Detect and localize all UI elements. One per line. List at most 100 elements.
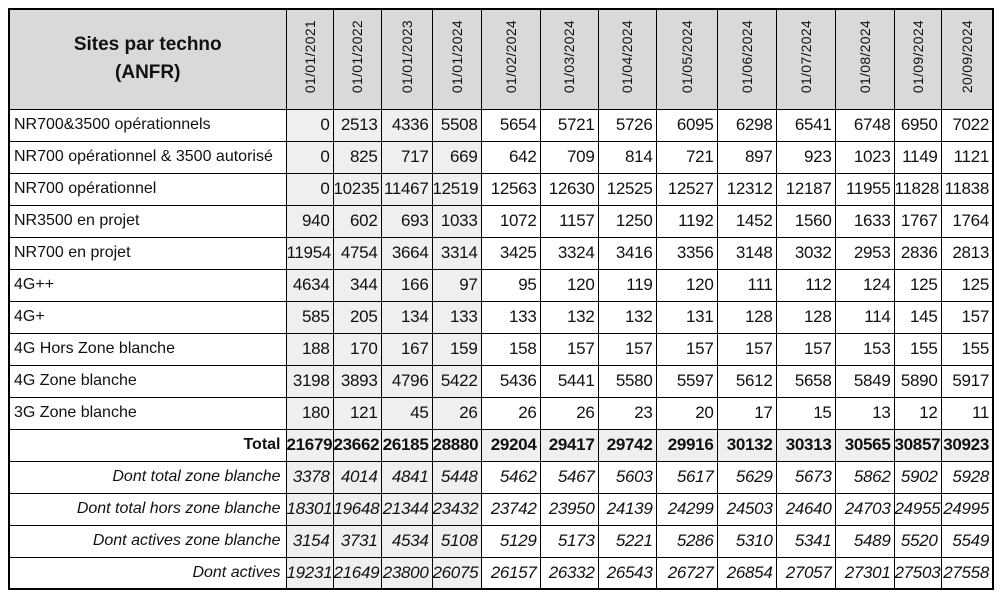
data-cell: 27558	[940, 556, 994, 590]
data-cell: 4796	[380, 364, 433, 398]
data-cell: 4754	[332, 236, 382, 270]
data-cell: 1560	[775, 204, 836, 238]
data-cell: 18301	[285, 492, 334, 526]
data-cell: 923	[775, 140, 836, 174]
data-cell: 5928	[940, 460, 994, 494]
data-cell: 5508	[431, 108, 482, 142]
data-cell: 2953	[834, 236, 895, 270]
data-cell: 0	[285, 140, 334, 174]
data-cell: 5917	[940, 364, 994, 398]
data-cell: 157	[597, 332, 657, 366]
table-row: NR700 opérationnel & 3500 autorisé 0 825 71…	[8, 140, 994, 174]
data-cell: 170	[332, 332, 382, 366]
data-cell: 159	[431, 332, 482, 366]
row-label: Dont actives	[8, 556, 287, 590]
data-cell: 12519	[431, 172, 482, 206]
sites-par-techno-table: Sites par techno (ANFR) 01/01/2021 01/01/…	[8, 8, 994, 590]
data-cell: 114	[834, 300, 895, 334]
data-cell: 721	[655, 140, 718, 174]
data-cell: 5549	[940, 524, 994, 558]
column-header-label: 01/01/2024	[448, 20, 465, 94]
data-cell: 11467	[380, 172, 433, 206]
data-cell: 27057	[775, 556, 836, 590]
data-cell: 2513	[332, 108, 382, 142]
data-cell: 133	[431, 300, 482, 334]
data-cell: 5580	[597, 364, 657, 398]
data-cell: 24995	[940, 492, 994, 526]
data-cell: 814	[597, 140, 657, 174]
column-header-01-08-2024: 01/08/2024	[834, 8, 895, 110]
data-cell: 11	[940, 396, 994, 430]
data-cell: 30132	[716, 428, 777, 462]
data-cell: 940	[285, 204, 334, 238]
row-label: Total	[8, 428, 287, 462]
data-cell: 6748	[834, 108, 895, 142]
data-cell: 11954	[285, 236, 334, 270]
data-cell: 19231	[285, 556, 334, 590]
column-header-label: 01/01/2022	[349, 20, 365, 94]
data-cell: 26	[480, 396, 541, 430]
row-label: NR3500 en projet	[8, 204, 287, 238]
data-cell: 5721	[539, 108, 599, 142]
row-label: 4G Zone blanche	[8, 364, 287, 398]
data-cell: 3148	[716, 236, 777, 270]
data-cell: 5286	[655, 524, 718, 558]
data-cell: 132	[597, 300, 657, 334]
data-cell: 5462	[480, 460, 541, 494]
table-row: 4G++ 4634 344 166 97 95 120 119 120 111 112 124 125 1…	[8, 268, 994, 302]
data-cell: 12563	[480, 172, 541, 206]
table-title-cell: Sites par techno (ANFR)	[8, 8, 287, 110]
data-cell: 11828	[893, 172, 942, 206]
data-cell: 602	[332, 204, 382, 238]
data-cell: 21344	[380, 492, 433, 526]
column-header-01-02-2024: 01/02/2024	[480, 8, 541, 110]
data-cell: 3731	[332, 524, 382, 558]
data-cell: 24955	[893, 492, 942, 526]
data-cell: 188	[285, 332, 334, 366]
data-cell: 95	[480, 268, 541, 302]
data-cell: 4014	[332, 460, 382, 494]
data-cell: 119	[597, 268, 657, 302]
data-cell: 0	[285, 172, 334, 206]
row-label: NR700&3500 opérationnels	[8, 108, 287, 142]
data-cell: 20	[655, 396, 718, 430]
data-cell: 23800	[380, 556, 433, 590]
data-cell: 6541	[775, 108, 836, 142]
column-header-label: 01/06/2024	[738, 20, 755, 94]
data-cell: 26	[431, 396, 482, 430]
data-cell: 128	[716, 300, 777, 334]
data-cell: 3154	[285, 524, 334, 558]
data-cell: 5436	[480, 364, 541, 398]
data-cell: 2836	[893, 236, 942, 270]
data-cell: 11955	[834, 172, 895, 206]
data-cell: 24703	[834, 492, 895, 526]
data-cell: 2813	[940, 236, 994, 270]
data-cell: 5341	[775, 524, 836, 558]
table-row: Total 21679 23662 26185 28880 29204 29417 29742…	[8, 428, 994, 462]
data-cell: 1250	[597, 204, 657, 238]
data-cell: 155	[893, 332, 942, 366]
table-row: NR3500 en projet 940 602 693 1033 1072 1157 125…	[8, 204, 994, 238]
data-cell: 5520	[893, 524, 942, 558]
row-label: NR700 opérationnel	[8, 172, 287, 206]
table-row: NR700 opérationnel 0 10235 11467 12519 12563 1…	[8, 172, 994, 206]
data-cell: 5422	[431, 364, 482, 398]
data-cell: 1633	[834, 204, 895, 238]
table-row: Dont total hors zone blanche 18301 19648 21…	[8, 492, 994, 526]
data-cell: 897	[716, 140, 777, 174]
data-cell: 19648	[332, 492, 382, 526]
data-cell: 5902	[893, 460, 942, 494]
data-cell: 12630	[539, 172, 599, 206]
row-label: Dont total hors zone blanche	[8, 492, 287, 526]
data-cell: 3324	[539, 236, 599, 270]
data-cell: 3356	[655, 236, 718, 270]
data-cell: 344	[332, 268, 382, 302]
data-cell: 5890	[893, 364, 942, 398]
data-cell: 124	[834, 268, 895, 302]
data-cell: 3378	[285, 460, 334, 494]
data-cell: 1072	[480, 204, 541, 238]
data-cell: 5612	[716, 364, 777, 398]
table-row: 4G+ 585 205 134 133 133 132 132 131 128 128 114 145 1…	[8, 300, 994, 334]
data-cell: 5467	[539, 460, 599, 494]
data-cell: 5658	[775, 364, 836, 398]
